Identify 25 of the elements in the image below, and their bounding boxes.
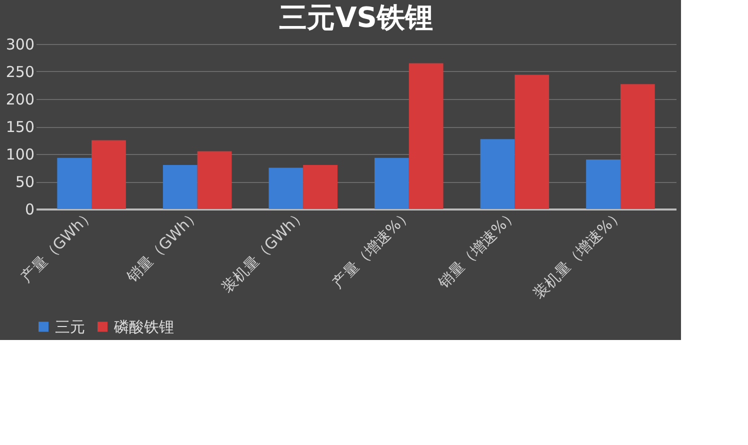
chart-title: 三元VS铁锂 <box>279 1 433 34</box>
bar <box>197 151 232 209</box>
bar <box>92 140 126 209</box>
bar <box>620 84 655 209</box>
legend-label: 磷酸铁锂 <box>113 318 174 336</box>
y-tick-label: 100 <box>6 146 34 164</box>
y-tick-label: 250 <box>6 63 34 81</box>
bar <box>514 74 550 209</box>
bar <box>480 139 515 209</box>
legend-label: 三元 <box>55 318 85 336</box>
x-tick-label: 产量（增速%） <box>328 205 416 292</box>
bar <box>57 158 92 209</box>
bar <box>303 165 338 209</box>
y-tick-label: 150 <box>6 118 34 136</box>
y-tick-label: 50 <box>15 173 34 191</box>
bar <box>162 165 198 209</box>
bar <box>268 168 304 209</box>
y-tick-label: 300 <box>6 36 34 54</box>
x-tick-label: 装机量（增速%） <box>530 205 627 302</box>
bar <box>586 160 620 209</box>
bar <box>408 63 444 209</box>
y-tick-label: 200 <box>6 90 34 108</box>
y-tick-label: 0 <box>24 200 34 218</box>
bar <box>374 158 409 209</box>
x-tick-label: 销量（增速%） <box>434 205 522 292</box>
